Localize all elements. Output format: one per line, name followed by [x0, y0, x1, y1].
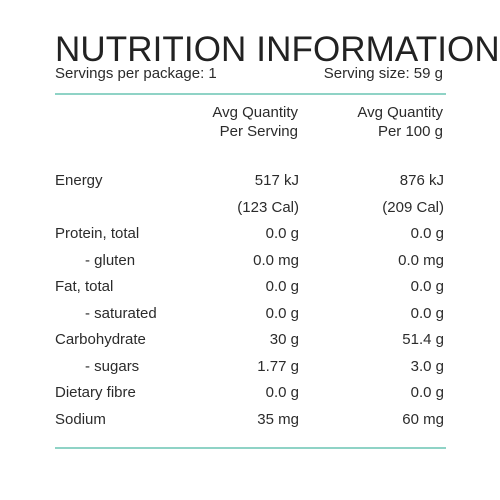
column-header-line: Per Serving	[219, 123, 298, 140]
nutrient-label: Energy	[55, 172, 103, 189]
per-serving-value: 0.0 g	[265, 304, 299, 322]
per-serving-value: 0.0 g	[265, 384, 299, 401]
per-100g-value: 51.4 g	[402, 331, 444, 348]
table-row: - gluten 0.0 mg 0.0 mg	[55, 250, 446, 277]
per-100g-value: 0.0 g	[410, 225, 444, 242]
per-serving-value: 0.0 g	[265, 278, 299, 295]
per-serving-value: (123 Cal)	[237, 198, 299, 216]
nutrient-label: Carbohydrate	[55, 331, 146, 348]
column-header-line: Avg Quantity	[357, 104, 443, 121]
table-row: Sodium 35 mg 60 mg	[55, 409, 446, 436]
nutrient-sublabel: - gluten	[85, 251, 136, 269]
bottom-divider	[55, 447, 446, 449]
per-serving-value: 30 g	[269, 331, 299, 348]
nutrient-label: Protein, total	[55, 225, 140, 242]
serving-size: Serving size: 59 g	[323, 65, 443, 82]
top-divider	[55, 93, 446, 95]
per-100g-value: 60 mg	[402, 410, 444, 428]
per-100g-value: 0.0 g	[410, 384, 444, 401]
table-row: Energy 517 kJ 876 kJ	[55, 170, 446, 197]
table-row: (123 Cal) (209 Cal)	[55, 197, 446, 224]
nutrient-label: Sodium	[55, 410, 106, 428]
panel-title: NUTRITION INFORMATION	[55, 30, 500, 69]
nutrient-label: Dietary fibre	[55, 384, 136, 401]
per-serving-value: 35 mg	[257, 410, 299, 428]
nutrient-label: Fat, total	[55, 278, 114, 295]
column-header-line: Avg Quantity	[212, 104, 298, 121]
table-row: - sugars 1.77 g 3.0 g	[55, 356, 446, 383]
column-header-per-serving: Avg Quantity Per Serving	[212, 103, 298, 141]
per-serving-value: 517 kJ	[254, 172, 299, 189]
per-100g-value: (209 Cal)	[382, 198, 444, 216]
nutrient-sublabel: - sugars	[85, 357, 140, 375]
per-serving-value: 0.0 mg	[253, 251, 299, 269]
per-serving-value: 1.77 g	[257, 357, 299, 375]
table-row: Carbohydrate 30 g 51.4 g	[55, 329, 446, 356]
nutrient-table: Energy 517 kJ 876 kJ (123 Cal) (209 Cal)…	[55, 170, 446, 435]
per-100g-value: 0.0 mg	[398, 251, 444, 269]
per-100g-value: 0.0 g	[410, 278, 444, 295]
table-row: - saturated 0.0 g 0.0 g	[55, 303, 446, 330]
column-header-per-100g: Avg Quantity Per 100 g	[357, 103, 443, 141]
per-serving-value: 0.0 g	[265, 225, 299, 242]
per-100g-value: 3.0 g	[410, 357, 444, 375]
column-header-line: Per 100 g	[377, 123, 443, 140]
table-row: Protein, total 0.0 g 0.0 g	[55, 223, 446, 250]
nutrient-sublabel: - saturated	[85, 304, 157, 322]
per-100g-value: 0.0 g	[410, 304, 444, 322]
servings-per-package: Servings per package: 1	[55, 65, 217, 82]
table-row: Fat, total 0.0 g 0.0 g	[55, 276, 446, 303]
table-row: Dietary fibre 0.0 g 0.0 g	[55, 382, 446, 409]
per-100g-value: 876 kJ	[399, 172, 444, 189]
